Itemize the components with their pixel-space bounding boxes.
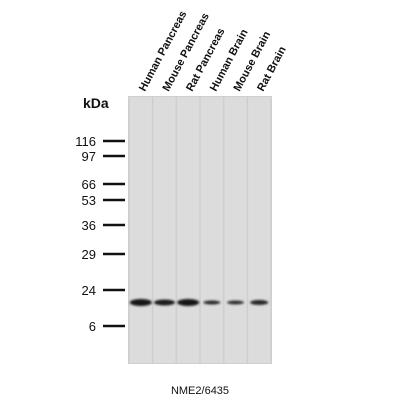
- band: [154, 299, 175, 306]
- lane: [224, 97, 247, 363]
- marker-label: 66: [82, 177, 96, 192]
- membrane: [128, 96, 272, 364]
- lane: [153, 97, 176, 363]
- marker-label: 97: [82, 149, 96, 164]
- marker-label: 29: [82, 247, 96, 262]
- marker-label: 36: [82, 218, 96, 233]
- caption: NME2/6435: [171, 385, 229, 397]
- marker-label: 53: [82, 193, 96, 208]
- bands: [129, 299, 269, 306]
- marker-label: 24: [82, 283, 96, 298]
- marker-label: 6: [89, 319, 96, 334]
- unit-label: kDa: [83, 95, 109, 111]
- band: [250, 300, 269, 305]
- lane: [177, 97, 200, 363]
- lanes: [129, 97, 271, 363]
- band: [129, 299, 152, 306]
- band: [227, 300, 244, 305]
- band: [177, 299, 200, 306]
- lane: [248, 97, 271, 363]
- band: [203, 300, 221, 305]
- marker-label: 116: [75, 134, 96, 149]
- lane: [200, 97, 223, 363]
- lane: [129, 97, 152, 363]
